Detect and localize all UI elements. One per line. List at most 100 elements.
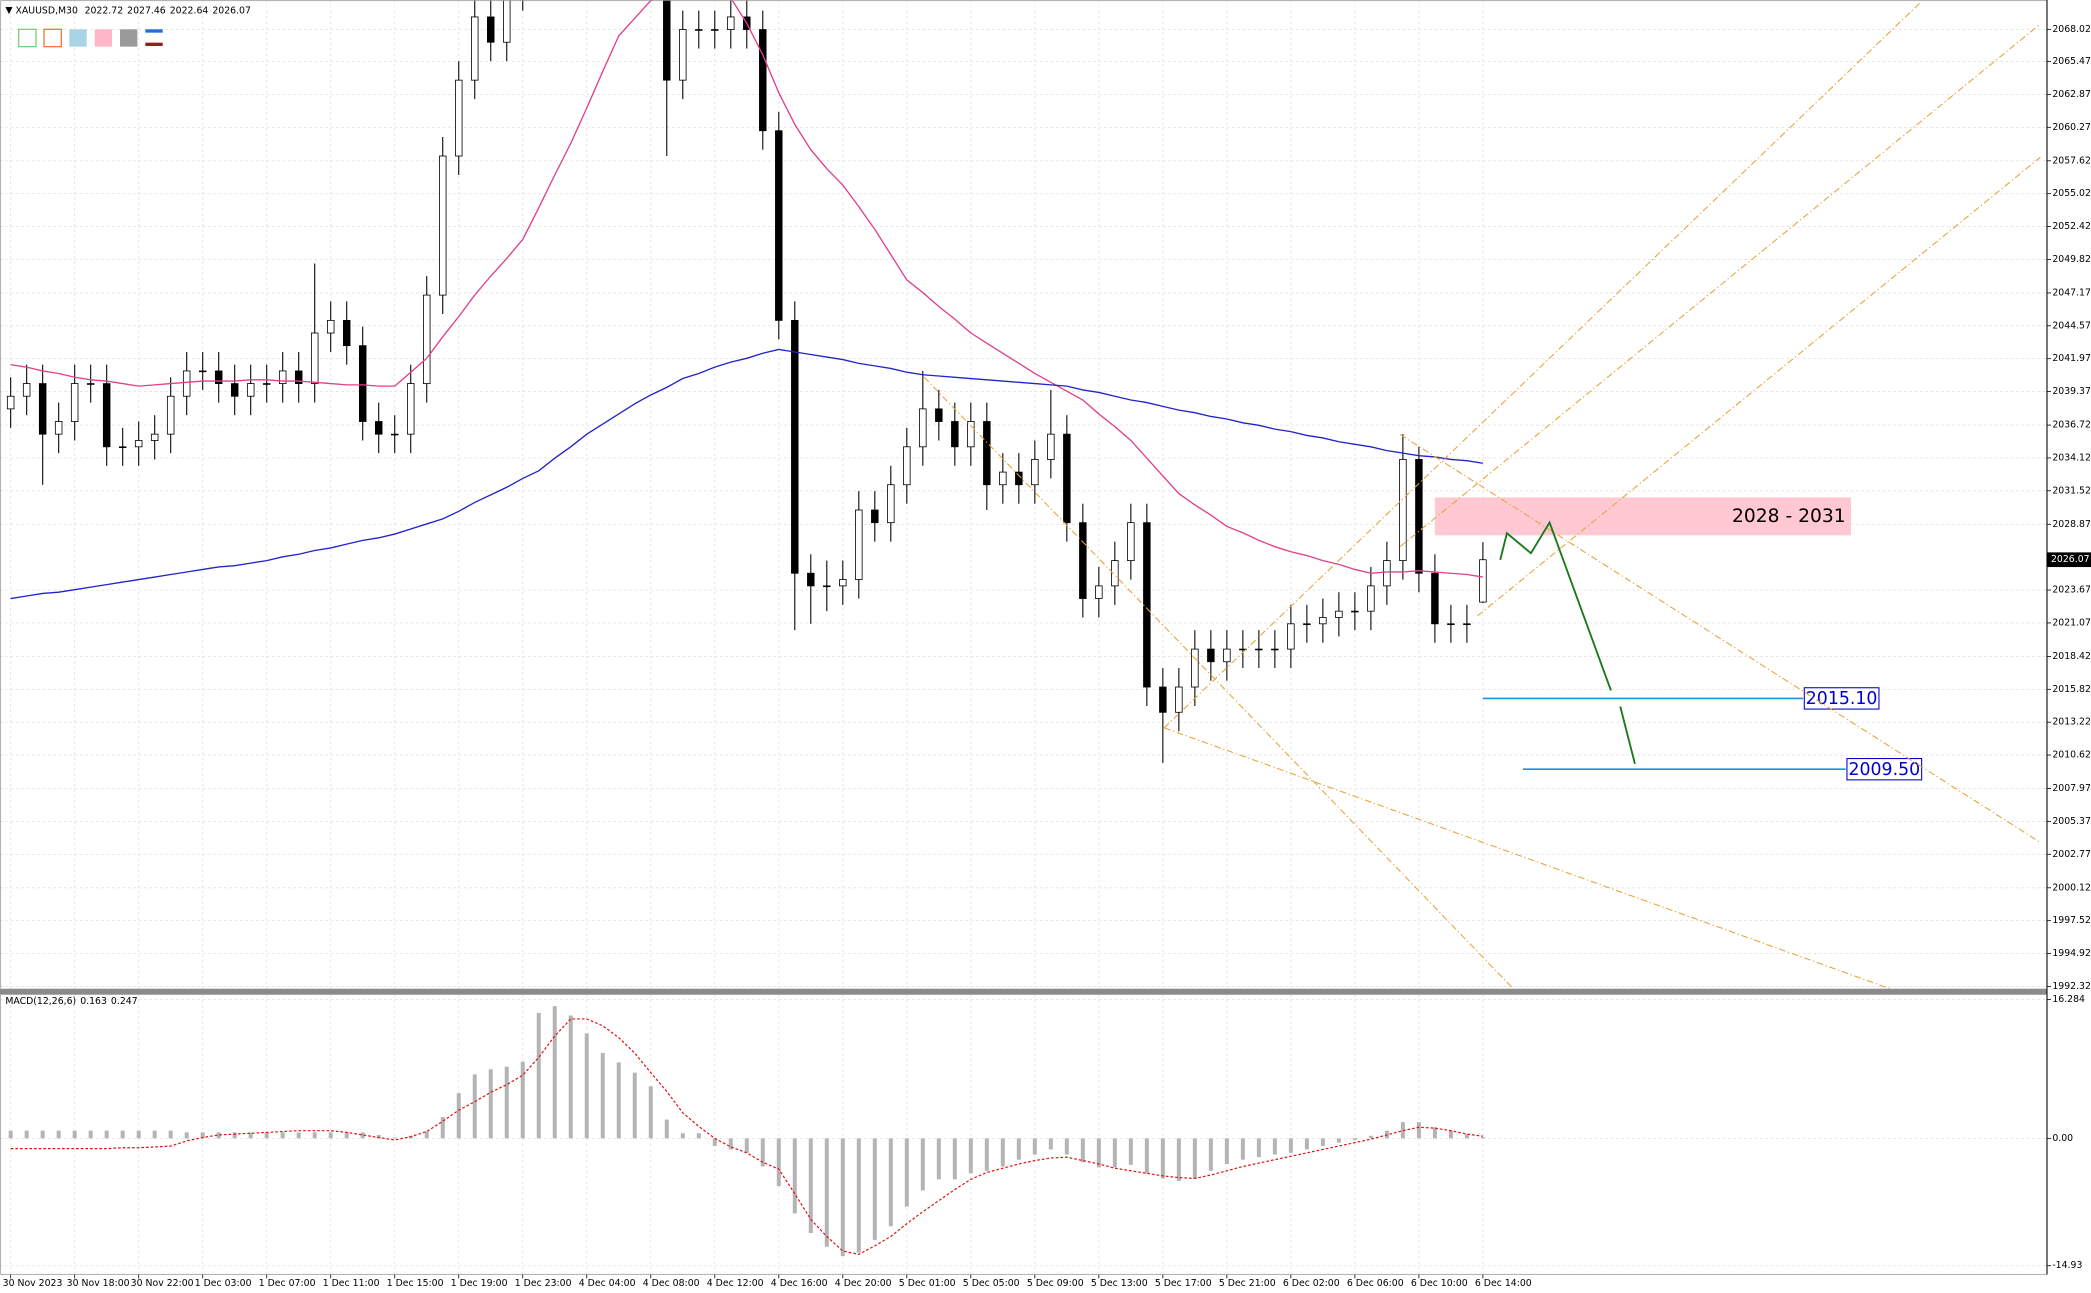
candle-body (390, 433, 399, 436)
y-tick-label: 2007.97 (2052, 783, 2091, 794)
macd-bar (760, 1138, 765, 1167)
candle-body (294, 370, 303, 384)
macd-bar (1080, 1138, 1085, 1163)
candle-body (487, 16, 495, 43)
header-value: 2022.64 (170, 5, 209, 16)
header-value: 2022.72 (85, 5, 124, 16)
x-tick-label: 6 Dec 10:00 (1411, 1278, 1468, 1289)
candle-body (38, 383, 47, 435)
pitchfork-line (1399, 23, 2041, 547)
candle-body (759, 29, 767, 132)
y-tick-label: 2057.62 (2052, 155, 2091, 166)
pitchfork (923, 2, 2041, 990)
y-tick-label: 2068.02 (2052, 24, 2091, 35)
macd-bar (296, 1132, 301, 1139)
macd-bar (584, 1033, 589, 1139)
x-tick-label: 30 Nov 22:00 (131, 1278, 194, 1289)
macd-bar (1176, 1138, 1181, 1182)
y-tick-label: 0.00 (2052, 1133, 2073, 1144)
candle-body (919, 408, 927, 448)
macd-header: MACD(12,26,6) 0.163 0.247 (5, 996, 137, 1007)
candle-body (839, 579, 847, 587)
macd-bar (664, 1119, 669, 1139)
macd-bar (232, 1132, 237, 1139)
icon (69, 29, 87, 47)
macd-bar (792, 1138, 797, 1214)
candle-body (1095, 585, 1103, 599)
macd-bar (824, 1138, 829, 1247)
macd-bar (1304, 1138, 1309, 1150)
zone (1434, 497, 1851, 536)
candle-body (1079, 522, 1087, 599)
candle-body (1159, 686, 1167, 713)
x-tick-label: 5 Dec 21:00 (1219, 1278, 1276, 1289)
pitchfork-line (1399, 434, 2041, 843)
macd-bar (536, 1012, 541, 1139)
x-tick-label: 6 Dec 06:00 (1347, 1278, 1404, 1289)
macd-bar (1320, 1138, 1325, 1147)
arrow-path (1619, 706, 1636, 765)
candle-body (1047, 433, 1055, 460)
macd-bar (904, 1138, 909, 1207)
candle-body (1191, 648, 1199, 688)
macd-bar (360, 1132, 365, 1139)
macd-value: 0.163 (80, 996, 107, 1007)
macd-bar (312, 1132, 317, 1139)
pitchfork-line (1164, 727, 1892, 990)
macd-bar (216, 1132, 221, 1139)
macd-bar (440, 1117, 445, 1139)
candle-body (471, 16, 479, 81)
macd-bar (1048, 1138, 1053, 1150)
y-tick-label: 1994.92 (2052, 948, 2091, 959)
macd-bar (104, 1130, 109, 1139)
icon (145, 29, 163, 33)
macd-bar (1336, 1138, 1341, 1143)
y-tick-label: 2010.62 (2052, 750, 2091, 761)
candle-body (134, 440, 143, 448)
x-tick-label: 4 Dec 08:00 (643, 1278, 700, 1289)
icon (94, 29, 113, 47)
macd-bar (856, 1138, 861, 1253)
candle-body (198, 370, 207, 373)
macd-bar (1432, 1127, 1437, 1139)
x-tick-label: 1 Dec 03:00 (195, 1278, 252, 1289)
macd-bar (872, 1138, 877, 1240)
price-marker (2046, 552, 2091, 568)
y-tick-label: 2023.67 (2052, 585, 2091, 596)
candle-body (1383, 560, 1391, 587)
y-tick-label: 2002.77 (2052, 849, 2091, 860)
macd-bar (568, 1015, 573, 1139)
legend-boxes (18, 28, 163, 48)
candle-body (54, 421, 63, 435)
candle-body (791, 319, 799, 574)
candle-body (406, 383, 415, 435)
macd-bar (1464, 1134, 1469, 1139)
macd-bar (248, 1132, 253, 1139)
candle-body (1063, 433, 1071, 524)
candle-body (166, 395, 175, 435)
candle-body (1303, 623, 1311, 626)
header-value: 2027.46 (127, 5, 166, 16)
candle-body (1223, 648, 1231, 663)
macd-bar (376, 1134, 381, 1139)
y-tick-label: 2052.42 (2052, 221, 2091, 232)
candle-body (262, 383, 271, 385)
macd-bar (1032, 1138, 1037, 1155)
macd-bar (504, 1066, 509, 1139)
macd-bar (952, 1138, 957, 1180)
candle-body (1143, 522, 1151, 688)
y-tick-label: 2044.57 (2052, 320, 2091, 331)
candle-body (118, 446, 127, 449)
y-tick-label: 2021.07 (2052, 617, 2091, 628)
candle-body (1239, 648, 1247, 651)
y-tick-label: 2031.52 (2052, 485, 2091, 496)
candle-body (182, 370, 191, 397)
candle-body (342, 319, 351, 347)
macd-bar (840, 1138, 845, 1257)
macd-value: 0.247 (111, 996, 138, 1007)
y-tick-label: 2060.27 (2052, 122, 2091, 133)
candle-body (1399, 459, 1407, 561)
macd-bar (808, 1138, 813, 1234)
target-box (1846, 758, 1923, 781)
